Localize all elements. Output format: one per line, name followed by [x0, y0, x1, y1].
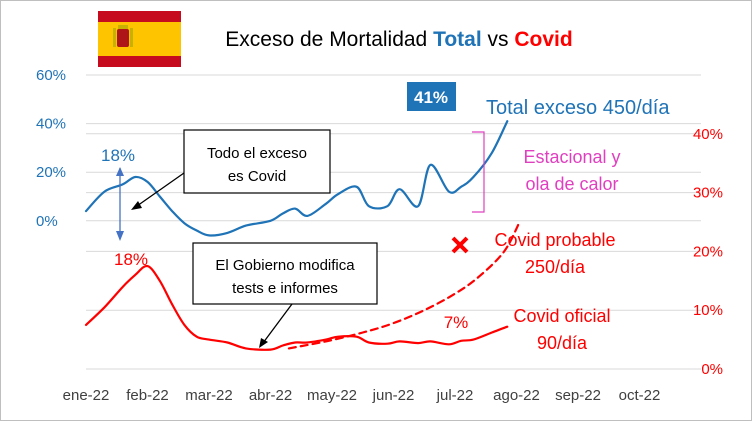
flag-coat-of-arms	[117, 29, 129, 47]
x-axis-ticks: ene-22 feb-22 mar-22 abr-22 may-22 jun-22 jul-…	[63, 387, 661, 404]
arrow-down-icon	[116, 231, 124, 241]
callout2-arrowhead-icon	[259, 338, 268, 348]
x-tick-label: oct-22	[619, 387, 661, 404]
spain-flag-icon	[98, 11, 181, 67]
flag-stripe-middle	[98, 22, 181, 56]
badge-label: 41%	[414, 88, 448, 107]
badge-background	[407, 82, 456, 111]
left-tick-label: 60%	[36, 67, 66, 84]
flag-stripe-top	[98, 11, 181, 22]
callout1-arrowhead-icon	[131, 201, 142, 210]
x-tick-label: jun-22	[372, 387, 415, 404]
seasonal-label-line1: Estacional y	[523, 147, 620, 167]
right-tick-label: 0%	[701, 361, 723, 378]
covid-official-end-label: 7%	[444, 313, 469, 332]
covid-oficial-line1: Covid oficial	[513, 306, 610, 326]
flag-stripe-bottom	[98, 56, 181, 67]
flag-pillar-left	[113, 28, 116, 47]
covid-official-line	[84, 264, 509, 351]
x-tick-label: ago-22	[493, 387, 540, 404]
flag-pillar-right	[130, 28, 133, 47]
covid-oficial-line2: 90/día	[537, 333, 588, 353]
right-tick-label: 10%	[693, 302, 723, 319]
left-tick-label: 40%	[36, 116, 66, 133]
total-label: Total exceso 450/día	[486, 97, 670, 119]
x-tick-label: mar-22	[185, 387, 233, 404]
covid-probable-line1: Covid probable	[494, 230, 615, 250]
callout-box-government: El Gobierno modifica tests e informes	[192, 242, 378, 305]
callout1-line2: es Covid	[228, 168, 286, 185]
right-tick-label: 20%	[693, 243, 723, 260]
peak-badge: 41%	[407, 82, 456, 111]
left-tick-label: 20%	[36, 164, 66, 181]
x-tick-label: may-22	[307, 387, 357, 404]
x-tick-label: sep-22	[555, 387, 601, 404]
covid-probable-x-icon	[451, 236, 469, 254]
x-tick-label: jul-22	[436, 387, 474, 404]
callout1-pointer	[136, 172, 185, 207]
callout2-pointer	[262, 303, 293, 344]
chart-title: Exceso de Mortalidad Total vs Covid	[225, 28, 572, 51]
right-axis-ticks: 40% 30% 20% 10% 0%	[693, 126, 723, 378]
right-tick-label: 40%	[693, 126, 723, 143]
arrow-up-icon	[116, 167, 124, 176]
seasonal-bracket	[472, 131, 485, 213]
x-tick-label: ene-22	[63, 387, 110, 404]
x-tick-label: feb-22	[126, 387, 169, 404]
peak-total-label: 18%	[101, 146, 135, 165]
covid-probable-line	[287, 220, 521, 350]
callout-box-covid: Todo el exceso es Covid	[183, 129, 331, 194]
callout2-line2: tests e informes	[232, 280, 338, 297]
peak-covid-label: 18%	[114, 250, 148, 269]
callout1-line1: Todo el exceso	[207, 145, 307, 162]
covid-probable-line2: 250/día	[525, 257, 586, 277]
callout2-line1: El Gobierno modifica	[215, 257, 355, 274]
left-tick-label: 0%	[36, 213, 58, 230]
seasonal-label-line2: ola de calor	[525, 174, 618, 194]
left-axis-ticks: 60% 40% 20% 0%	[36, 67, 66, 230]
x-tick-label: abr-22	[249, 387, 292, 404]
flag-crown	[118, 25, 128, 29]
right-tick-label: 30%	[693, 185, 723, 202]
